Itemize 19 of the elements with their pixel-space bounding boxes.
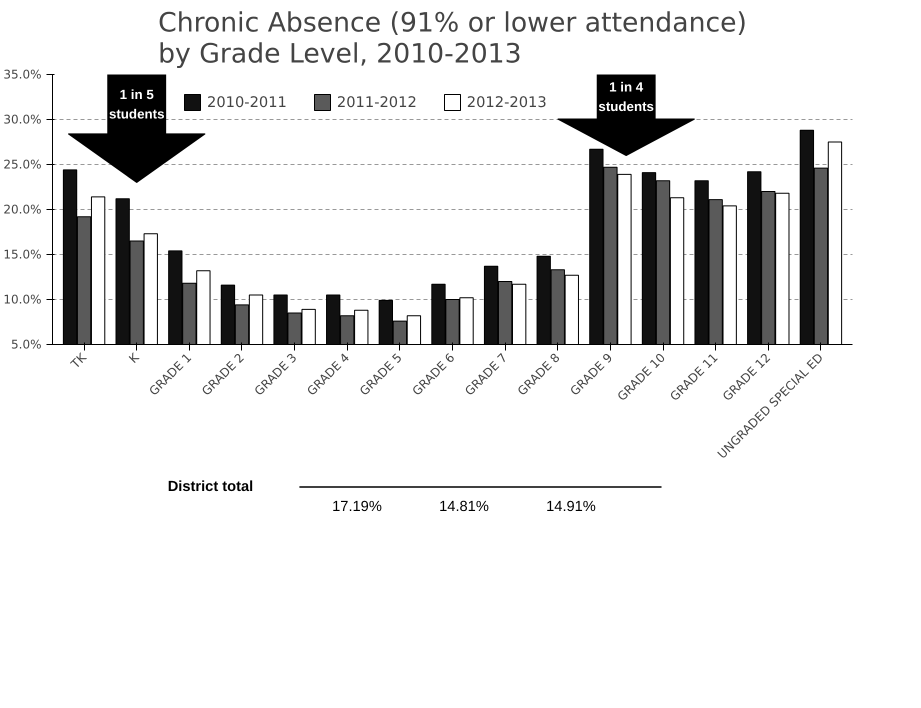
x-tick-label: K <box>126 350 142 366</box>
text: 14.91% <box>546 499 596 515</box>
y-tick-label: 5.0% <box>11 338 42 352</box>
y-tick-label: 25.0% <box>3 158 42 172</box>
text: District total <box>168 479 254 495</box>
legend-label: 2010-2011 <box>207 94 287 110</box>
text: 14.81% <box>439 499 489 515</box>
y-tick-label: 20.0% <box>3 202 42 216</box>
x-tick-label: TK <box>68 350 90 372</box>
y-tick-label: 10.0% <box>3 292 42 306</box>
y-tick-label: 35.0% <box>3 68 42 82</box>
annotation: 1 in 5 students <box>108 86 164 122</box>
legend-label: 2012-2013 <box>466 94 547 110</box>
y-tick-label: 15.0% <box>3 248 42 262</box>
text: 17.19% <box>332 499 382 515</box>
chart-title: Chronic Absence (91% or lower attendance) by Grade Level, 2010-2013 <box>158 8 747 70</box>
legend-label: 2011-2012 <box>336 94 417 110</box>
y-tick-label: 30.0% <box>3 112 42 126</box>
annotation: 1 in 4 students <box>598 80 654 114</box>
